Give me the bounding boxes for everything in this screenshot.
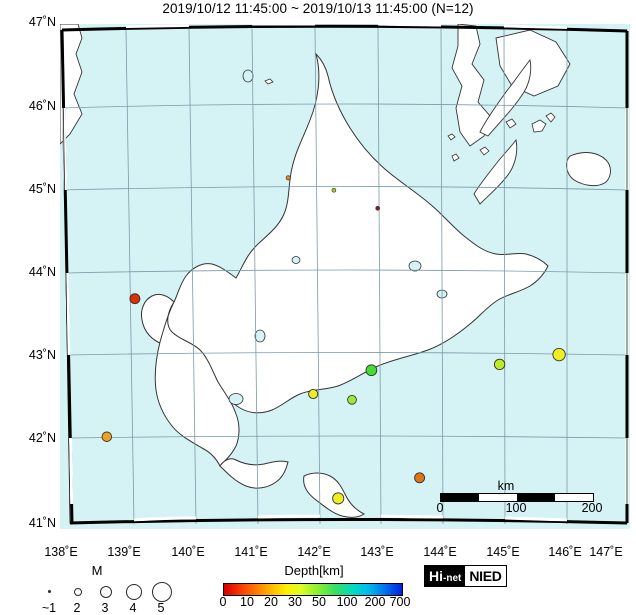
magnitude-symbol	[126, 584, 142, 600]
x-tick-140E: 140˚E	[171, 545, 205, 559]
map-svg	[60, 24, 630, 529]
hinet-net-text: -net	[443, 573, 462, 584]
x-tick-141E: 141˚E	[234, 545, 268, 559]
magnitude-label: 3	[101, 601, 109, 615]
x-tick-146E: 146˚E	[548, 545, 582, 559]
depth-legend-title: Depth[km]	[284, 563, 344, 578]
magnitude-symbol	[152, 582, 172, 602]
depth-tick-label: 100	[336, 595, 358, 609]
epicenter-marker[interactable]	[285, 175, 291, 181]
depth-tick-label: 700	[389, 595, 411, 609]
graticule-grid	[61, 27, 628, 525]
epicenter-markers[interactable]	[101, 175, 566, 505]
y-tick-46N: 46˚N	[28, 99, 56, 113]
magnitude-label: 4	[129, 601, 137, 615]
depth-tick-label: 0	[219, 595, 227, 609]
magnitude-symbol	[47, 589, 51, 593]
depth-tick-label: 50	[312, 595, 326, 609]
x-tick-139E: 139˚E	[107, 545, 141, 559]
y-tick-41N: 41˚N	[28, 516, 56, 530]
y-tick-43N: 43˚N	[28, 348, 56, 362]
epicenter-marker[interactable]	[375, 206, 381, 211]
depth-colorbar	[223, 583, 403, 596]
hinet-logo-text: Hi-net	[425, 566, 465, 586]
magnitude-label: 2	[73, 601, 81, 615]
magnitude-legend-title: M	[91, 563, 103, 578]
x-tick-138E: 138˚E	[44, 545, 78, 559]
epicenter-marker[interactable]	[331, 187, 337, 193]
epicenter-marker[interactable]	[101, 431, 113, 442]
epicenter-marker[interactable]	[332, 492, 345, 505]
depth-tick-label: 10	[240, 595, 254, 609]
magnitude-label: ~1	[41, 601, 57, 615]
y-tick-45N: 45˚N	[28, 182, 56, 196]
map-frame	[60, 24, 629, 525]
depth-tick-label: 20	[264, 595, 278, 609]
epicenter-marker[interactable]	[129, 293, 141, 305]
epicenter-marker[interactable]	[365, 364, 378, 377]
epicenter-marker[interactable]	[414, 472, 426, 484]
nied-logo-text: NIED	[464, 566, 506, 586]
magnitude-legend: M ~1 2 3 4 5	[22, 563, 172, 615]
depth-tick-label: 30	[288, 595, 302, 609]
scalebar-tick-100: 100	[505, 501, 527, 515]
x-tick-144E: 144˚E	[423, 545, 457, 559]
scalebar-tick-0: 0	[436, 501, 444, 515]
page-title: 2019/10/12 11:45:00 ~ 2019/10/13 11:45:0…	[162, 1, 474, 16]
magnitude-label: 5	[157, 601, 165, 615]
y-tick-42N: 42˚N	[28, 431, 56, 445]
y-tick-47N: 47˚N	[28, 15, 56, 29]
x-tick-145E: 145˚E	[486, 545, 520, 559]
x-tick-142E: 142˚E	[297, 545, 331, 559]
scalebar-unit-label: km	[497, 479, 515, 493]
scalebar	[440, 493, 594, 502]
x-tick-143E: 143˚E	[360, 545, 394, 559]
depth-tick-label: 200	[364, 595, 386, 609]
depth-legend: Depth[km] 0 10 20 30 50 100 200 700	[214, 563, 414, 609]
landmasses	[60, 24, 611, 518]
magnitude-symbol	[74, 588, 82, 596]
epicenter-marker[interactable]	[552, 347, 566, 362]
scalebar-tick-200: 200	[581, 501, 603, 515]
epicenter-marker[interactable]	[347, 394, 357, 405]
y-tick-44N: 44˚N	[28, 265, 56, 279]
x-tick-147E: 147˚E	[589, 545, 623, 559]
hinet-hi-text: Hi	[429, 568, 443, 584]
epicenter-marker[interactable]	[493, 358, 506, 371]
map-canvas[interactable]: km 0 100 200	[60, 24, 630, 529]
hinet-nied-logo: Hi-net NIED	[424, 565, 507, 587]
magnitude-symbol	[100, 586, 112, 598]
epicenter-marker[interactable]	[308, 388, 319, 400]
